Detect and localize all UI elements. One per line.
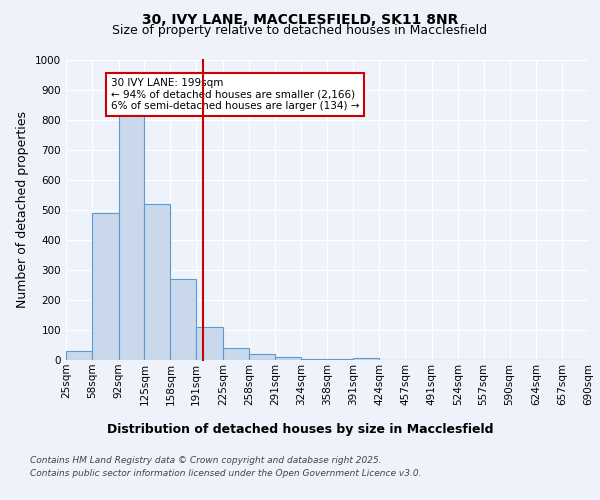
Bar — [301, 358, 328, 360]
Bar — [66, 351, 92, 360]
Text: Contains HM Land Registry data © Crown copyright and database right 2025.: Contains HM Land Registry data © Crown c… — [30, 456, 382, 465]
Bar — [145, 204, 170, 360]
Text: Contains public sector information licensed under the Open Government Licence v3: Contains public sector information licen… — [30, 468, 421, 477]
Bar — [170, 279, 196, 360]
Bar — [119, 111, 145, 360]
Bar — [353, 358, 379, 360]
Bar — [328, 358, 353, 360]
Bar — [275, 357, 301, 360]
Bar — [92, 213, 119, 360]
Text: Distribution of detached houses by size in Macclesfield: Distribution of detached houses by size … — [107, 422, 493, 436]
Y-axis label: Number of detached properties: Number of detached properties — [16, 112, 29, 308]
Text: Size of property relative to detached houses in Macclesfield: Size of property relative to detached ho… — [112, 24, 488, 37]
Bar — [196, 327, 223, 360]
Bar — [249, 354, 275, 360]
Bar — [223, 348, 249, 360]
Text: 30 IVY LANE: 199sqm
← 94% of detached houses are smaller (2,166)
6% of semi-deta: 30 IVY LANE: 199sqm ← 94% of detached ho… — [111, 78, 359, 111]
Text: 30, IVY LANE, MACCLESFIELD, SK11 8NR: 30, IVY LANE, MACCLESFIELD, SK11 8NR — [142, 12, 458, 26]
